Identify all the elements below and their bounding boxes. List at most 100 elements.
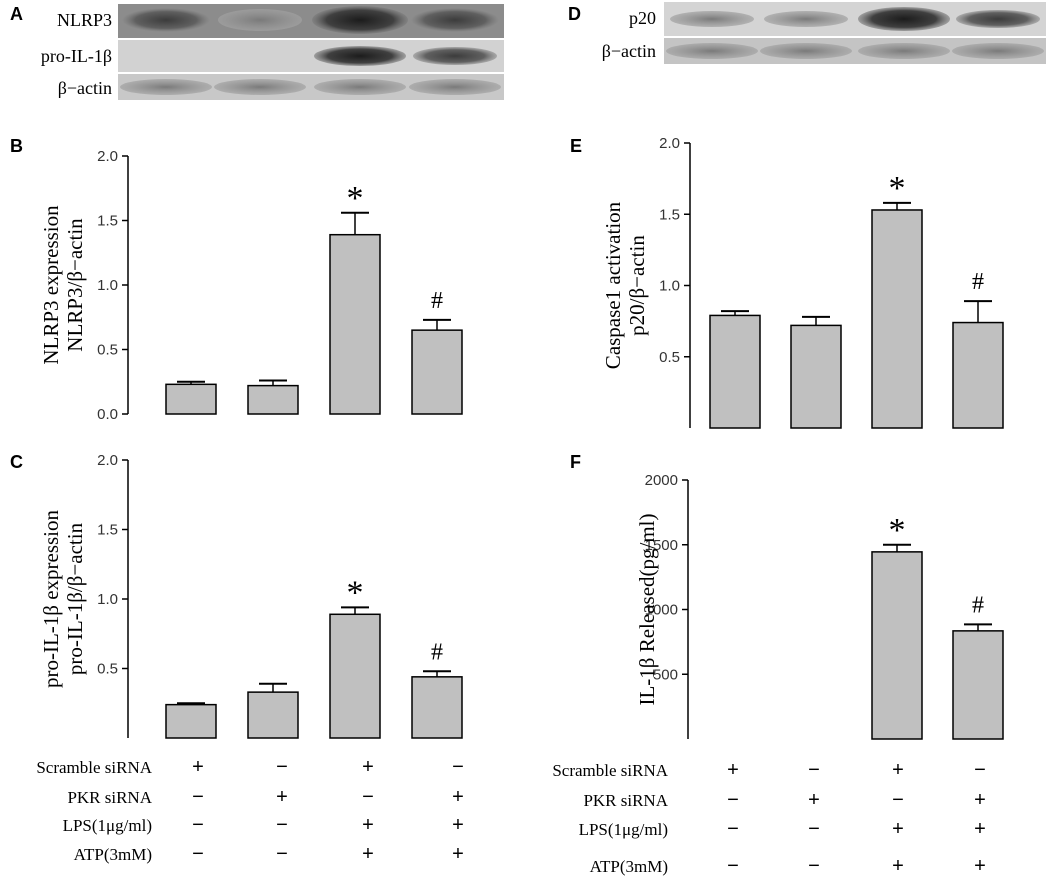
bar — [247, 691, 299, 739]
bar — [411, 329, 463, 415]
blot-label-actin-d: β−actin — [602, 41, 656, 61]
treatment-label: Scramble siRNA — [36, 758, 152, 777]
actin-band — [760, 43, 852, 59]
bar — [709, 314, 761, 429]
y-tick-label: 0.0 — [97, 406, 118, 423]
nlrp3-band — [218, 9, 302, 31]
y-tick-label: 1000 — [645, 602, 678, 619]
treatment-minus: − — [192, 843, 204, 865]
pro-il1b-band — [413, 47, 497, 65]
p20-band — [764, 11, 848, 27]
y-tick-label: 2000 — [645, 472, 678, 489]
treatment-plus: + — [974, 855, 986, 877]
treatment-minus: − — [727, 855, 739, 877]
treatment-plus: + — [892, 759, 904, 781]
blot-label-nlrp3: NLRP3 — [57, 10, 112, 30]
significance-asterisk: * — [347, 574, 364, 611]
panel-letter-b: B — [10, 136, 23, 156]
panel-letter-d: D — [568, 4, 581, 24]
y-tick-label: 1.0 — [659, 278, 680, 295]
blot-label-pro-il1b: pro-IL-1β — [41, 46, 112, 66]
chart-panel-f: 500 1000 1500 2000 IL-1β Released(pg/ml) * # — [635, 472, 1004, 740]
actin-band — [120, 79, 212, 95]
bar — [165, 383, 217, 415]
panel-letter-c: C — [10, 452, 23, 472]
y-axis-label: IL-1β Released(pg/ml) — [635, 513, 659, 705]
treatment-minus: − — [808, 855, 820, 877]
blot-panel-d: p20 β−actin — [602, 2, 1046, 64]
bar — [871, 551, 923, 740]
treatment-table-left: Scramble siRNA + − + − PKR siRNA − + − + LPS(1μg/m… — [36, 756, 464, 865]
bar — [952, 630, 1004, 740]
treatment-minus: − — [362, 786, 374, 808]
treatment-minus: − — [727, 789, 739, 811]
treatment-plus: + — [808, 789, 820, 811]
bar — [329, 233, 381, 415]
p20-band — [858, 7, 950, 31]
treatment-label: PKR siRNA — [583, 791, 668, 810]
treatment-label: LPS(1μg/ml) — [63, 816, 152, 835]
y-tick-label: 1.5 — [659, 206, 680, 223]
blot-label-p20: p20 — [629, 8, 656, 28]
y-axis-label: p20/β−actin — [625, 235, 649, 336]
significance-asterisk: * — [889, 512, 906, 549]
nlrp3-band — [122, 8, 210, 32]
y-axis-label: Caspase1 activation — [601, 201, 625, 369]
significance-asterisk: * — [347, 180, 364, 217]
y-tick-label: 1.5 — [97, 213, 118, 230]
y-tick-label: 500 — [653, 666, 678, 683]
treatment-minus: − — [192, 786, 204, 808]
y-axis-label: NLRP3 expression — [39, 205, 63, 365]
treatment-minus: − — [892, 789, 904, 811]
treatment-plus: + — [276, 786, 288, 808]
treatment-minus: − — [974, 759, 986, 781]
treatment-table-right: Scramble siRNA + − + − PKR siRNA − + − + LPS(1μg/m… — [552, 759, 986, 877]
treatment-label: ATP(3mM) — [590, 857, 668, 876]
treatment-label: ATP(3mM) — [74, 845, 152, 864]
y-tick-label: 0.5 — [97, 661, 118, 678]
significance-asterisk: * — [889, 170, 906, 207]
nlrp3-band — [312, 6, 408, 34]
treatment-label: LPS(1μg/ml) — [579, 820, 668, 839]
treatment-minus: − — [192, 814, 204, 836]
actin-band — [666, 43, 758, 59]
treatment-plus: + — [452, 786, 464, 808]
treatment-label: PKR siRNA — [67, 788, 152, 807]
treatment-plus: + — [192, 756, 204, 778]
chart-panel-c: 0.5 1.0 1.5 2.0 pro-IL-1β expression pro-IL-1… — [39, 452, 463, 739]
actin-band — [314, 79, 406, 95]
y-axis-label: pro-IL-1β expression — [39, 509, 63, 688]
y-tick-label: 2.0 — [97, 452, 118, 469]
y-tick-label: 2.0 — [97, 148, 118, 165]
treatment-plus: + — [452, 843, 464, 865]
significance-hash: # — [431, 639, 443, 665]
actin-band — [952, 43, 1044, 59]
y-tick-label: 1500 — [645, 537, 678, 554]
treatment-minus: − — [452, 756, 464, 778]
significance-hash: # — [972, 592, 984, 618]
y-tick-label: 2.0 — [659, 135, 680, 152]
treatment-minus: − — [276, 756, 288, 778]
panel-letter-f: F — [570, 452, 581, 472]
treatment-plus: + — [452, 814, 464, 836]
y-tick-label: 1.5 — [97, 522, 118, 539]
treatment-plus: + — [892, 818, 904, 840]
treatment-label: Scramble siRNA — [552, 761, 668, 780]
pro-il1b-band — [314, 46, 406, 66]
significance-hash: # — [431, 288, 443, 314]
y-tick-label: 1.0 — [97, 277, 118, 294]
blot-label-actin-a: β−actin — [58, 78, 112, 98]
actin-band — [214, 79, 306, 95]
y-tick-label: 1.0 — [97, 591, 118, 608]
treatment-plus: + — [727, 759, 739, 781]
bar — [790, 324, 842, 429]
y-tick-label: 0.5 — [97, 342, 118, 359]
treatment-plus: + — [362, 756, 374, 778]
y-tick-label: 0.5 — [659, 349, 680, 366]
significance-hash: # — [972, 269, 984, 295]
bar — [247, 384, 299, 415]
treatment-plus: + — [974, 818, 986, 840]
